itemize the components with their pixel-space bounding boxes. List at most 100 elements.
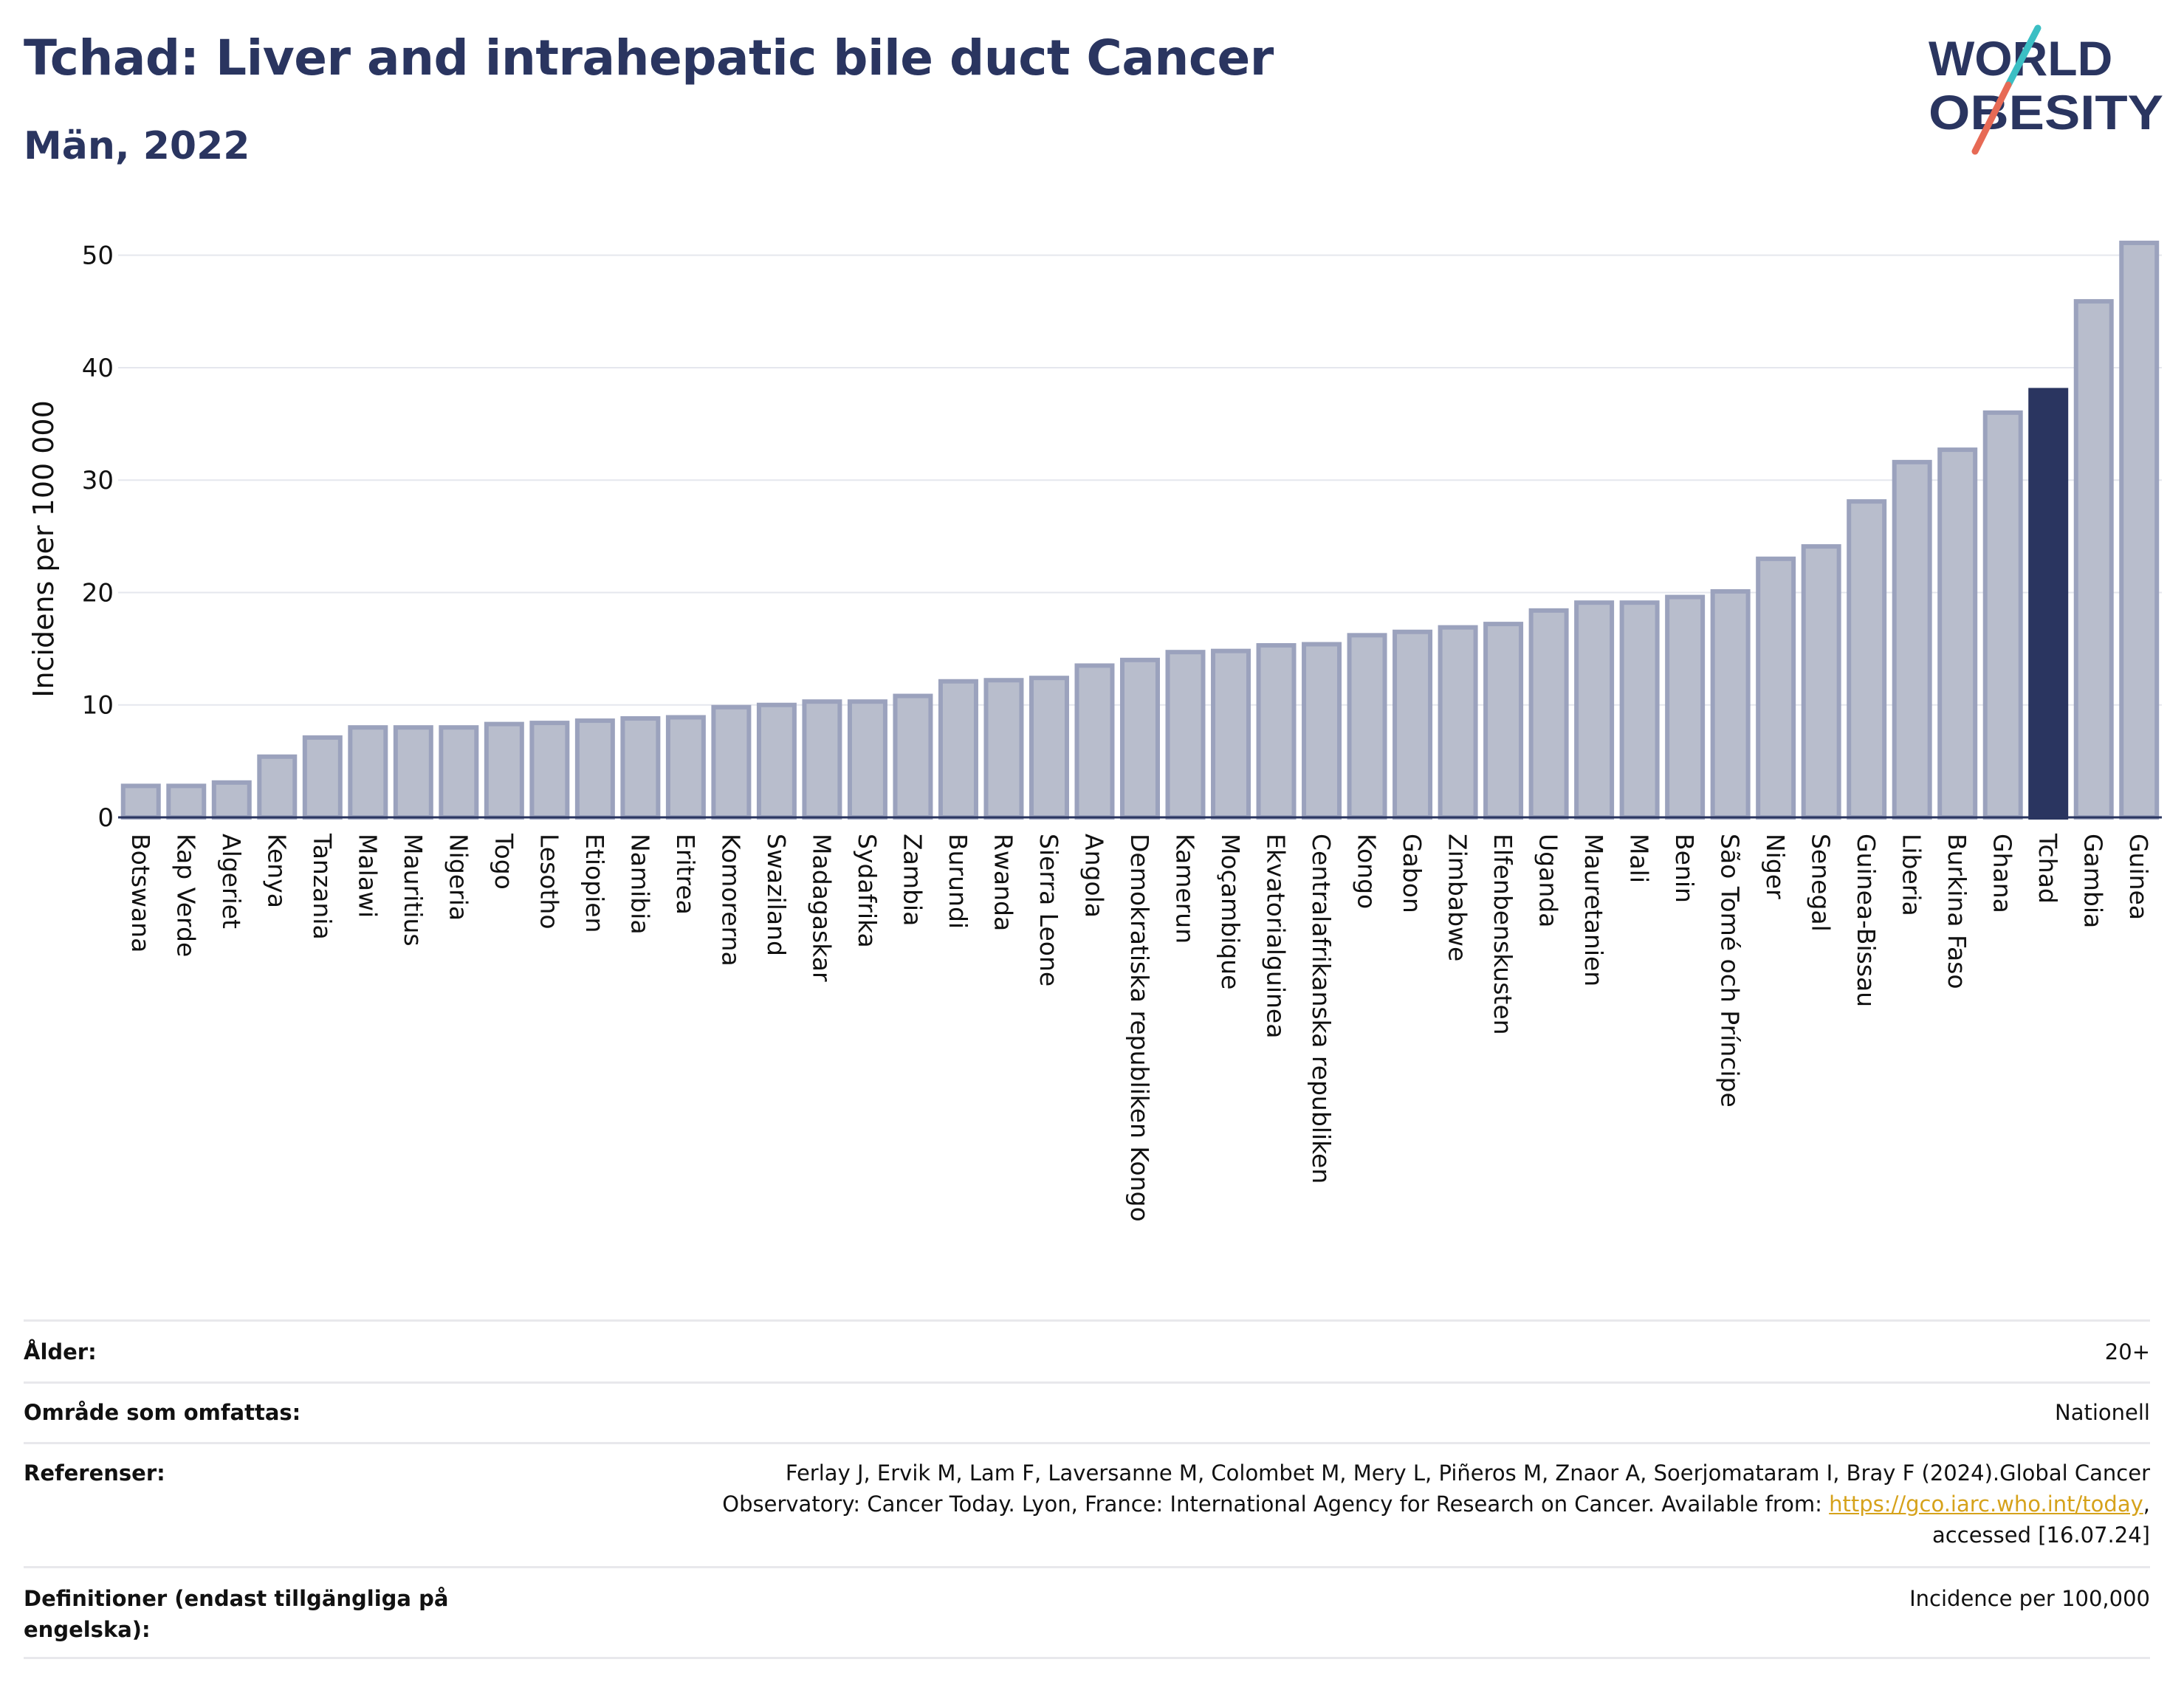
x-tick-label: Centralafrikanska republiken <box>1307 834 1336 1184</box>
info-value-age: 20+ <box>2104 1339 2150 1364</box>
logo-slash-coral <box>1971 81 2012 155</box>
y-tick-label: 40 <box>82 354 114 383</box>
bar-ghana <box>1982 410 2023 820</box>
info-value-definitions: Incidence per 100,000 <box>1909 1586 2150 1611</box>
y-tick-label: 50 <box>82 241 114 271</box>
bar-s-o-tom-och-pr-ncipe <box>1710 588 1751 820</box>
reference-line-2-text: Observatory: Cancer Today. Lyon, France:… <box>722 1491 1830 1517</box>
bar-lesotho <box>529 721 570 820</box>
x-tick-label: Elfenbenskusten <box>1488 834 1517 1035</box>
info-label-age: Ålder: <box>24 1339 97 1364</box>
bar-etiopien <box>574 718 615 820</box>
page-subtitle: Män, 2022 <box>24 124 250 168</box>
bar-tanzania <box>302 735 343 820</box>
bar-gabon <box>1393 629 1433 820</box>
x-tick-label: Eritrea <box>671 834 700 915</box>
y-tick-label: 30 <box>82 466 114 495</box>
x-tick-label: Botswana <box>126 834 155 952</box>
x-tick-label: Algeriet <box>217 834 246 929</box>
x-tick-label: Liberia <box>1898 834 1926 916</box>
bar-liberia <box>1892 459 1932 820</box>
logo-slash-teal <box>2005 24 2042 89</box>
bar-niger <box>1756 556 1796 820</box>
x-tick-label: Angola <box>1079 834 1108 918</box>
bars <box>120 240 2160 820</box>
bar-chart: 0 10 20 30 40 50 Botswana Kap Verde Algeriet Ken… <box>27 240 2162 1222</box>
bar-ekvatorialguinea <box>1256 643 1297 820</box>
bar-zambia <box>893 693 933 820</box>
x-tick-label: Mauretanien <box>1579 834 1608 986</box>
bar-algeriet <box>211 780 252 820</box>
y-tick-labels: 0 10 20 30 40 50 <box>82 241 114 833</box>
reference-line-3: accessed [16.07.24] <box>1932 1522 2150 1548</box>
x-tick-label: Komorerna <box>716 834 745 967</box>
x-tick-label: Burkina Faso <box>1943 834 1971 989</box>
x-tick-label: Burundi <box>944 834 972 929</box>
x-tick-label: Togo <box>490 833 518 890</box>
bar-kap-verde <box>166 783 207 820</box>
info-label-area: Område som omfattas: <box>24 1400 301 1425</box>
bar-gambia <box>2073 299 2114 820</box>
x-tick-label: Tchad <box>2033 833 2062 904</box>
info-row-area: Område som omfattas: Nationell <box>24 1381 2150 1442</box>
x-tick-label: Madagaskar <box>807 834 836 982</box>
info-row-references: Referenser: Ferlay J, Ervik M, Lam F, La… <box>24 1442 2150 1566</box>
x-tick-label: Demokratiska republiken Kongo <box>1125 834 1154 1222</box>
reference-line-1: Ferlay J, Ervik M, Lam F, Laversanne M, … <box>785 1460 2150 1486</box>
x-tick-label: Kongo <box>1353 834 1381 909</box>
x-tick-label: Kenya <box>262 834 291 908</box>
x-tick-label: Sierra Leone <box>1034 834 1063 986</box>
info-label-references: Referenser: <box>24 1460 165 1486</box>
reference-link[interactable]: https://gco.iarc.who.int/today <box>1829 1491 2143 1517</box>
x-tick-label: Zimbabwe <box>1443 834 1472 961</box>
info-label-definitions: Definitioner (endast tillgängliga på eng… <box>24 1586 449 1642</box>
bar-komorerna <box>711 704 752 820</box>
x-tick-label: Uganda <box>1534 834 1563 927</box>
x-tick-label: Moçambique <box>1216 834 1245 989</box>
reference-line-2-end: , <box>2143 1491 2150 1517</box>
bar-centralafrikanska-republiken <box>1302 642 1342 820</box>
bar-swaziland <box>756 702 797 820</box>
bar-mauretanien <box>1574 600 1615 820</box>
bar-togo <box>484 721 524 820</box>
bar-malawi <box>348 725 388 820</box>
x-tick-labels: Botswana Kap Verde Algeriet Kenya Tanzania Ma… <box>126 833 2153 1222</box>
x-tick-label: Namibia <box>625 834 654 935</box>
bar-botswana <box>120 783 161 820</box>
x-tick-label: Niger <box>1761 834 1790 899</box>
x-tick-label: Mauritius <box>399 834 427 947</box>
bar-eritrea <box>665 715 706 820</box>
bar-senegal <box>1801 544 1841 820</box>
x-tick-label: Senegal <box>1807 834 1836 932</box>
bar-burkina-faso <box>1937 447 1978 820</box>
y-tick-label: 20 <box>82 578 114 608</box>
bar-sydafrika <box>847 699 887 820</box>
reference-line-2: Observatory: Cancer Today. Lyon, France:… <box>496 1489 2150 1520</box>
x-tick-label: Zambia <box>898 834 927 926</box>
info-value-area: Nationell <box>2055 1400 2150 1425</box>
bar-namibia <box>620 716 661 820</box>
x-tick-label: Mali <box>1625 834 1654 883</box>
y-tick-label: 0 <box>97 803 114 833</box>
x-tick-label: Kamerun <box>1171 834 1200 944</box>
x-tick-label: Guinea-Bissau <box>1852 834 1881 1007</box>
bar-mo-ambique <box>1211 648 1251 820</box>
x-tick-label: Benin <box>1670 834 1699 903</box>
info-row-age: Ålder: 20+ <box>24 1319 2150 1381</box>
x-tick-label: Swaziland <box>762 834 791 956</box>
bar-guinea <box>2119 240 2160 820</box>
bar-kongo <box>1347 633 1387 820</box>
x-tick-label: Tanzania <box>308 833 337 940</box>
y-tick-label: 10 <box>82 691 114 721</box>
bar-nigeria <box>439 725 479 820</box>
x-tick-label: Gabon <box>1398 834 1426 913</box>
x-tick-label: Kap Verde <box>171 834 200 957</box>
x-tick-label: Nigeria <box>444 834 473 921</box>
bar-guinea-bissau <box>1847 499 1887 820</box>
info-table: Ålder: 20+ Område som omfattas: Nationel… <box>24 1319 2150 1659</box>
x-tick-label: Lesotho <box>535 834 563 930</box>
bar-kenya <box>257 754 298 820</box>
page-title: Tchad: Liver and intrahepatic bile duct … <box>24 30 1274 86</box>
bar-rwanda <box>983 678 1024 820</box>
world-obesity-logo: WORLD OBESITY <box>1929 24 2163 155</box>
